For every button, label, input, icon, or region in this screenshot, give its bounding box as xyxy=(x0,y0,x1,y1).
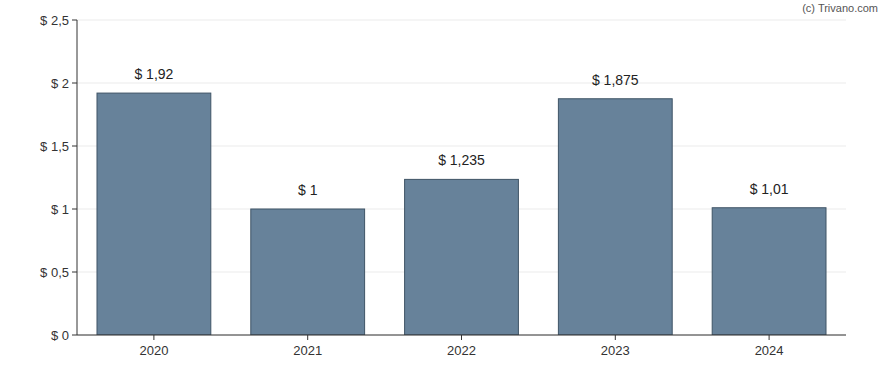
tick-label: $ 0,5 xyxy=(40,265,69,280)
tick-mark xyxy=(72,335,77,336)
bar xyxy=(558,99,672,335)
bar xyxy=(251,209,365,335)
tick-label: $ 2,5 xyxy=(40,13,69,28)
y-axis-line xyxy=(77,20,78,335)
tick-mark xyxy=(72,209,77,210)
x-tick-label: 2024 xyxy=(755,343,784,358)
tick-mark xyxy=(72,83,77,84)
x-tick-label: 2021 xyxy=(293,343,322,358)
chart: $ 0 $ 0,5 $ 1 $ 1,5 $ 2 $ 2,5 2020 2021 2022 2023… xyxy=(0,0,888,370)
tick-label: $ 1 xyxy=(51,202,69,217)
x-tick-mark xyxy=(461,335,462,340)
tick-label: $ 1,5 xyxy=(40,139,69,154)
tick-label: $ 2 xyxy=(51,76,69,91)
x-tick-label: 2023 xyxy=(601,343,630,358)
credit: (c) Trivano.com xyxy=(802,2,878,14)
x-tick-mark xyxy=(769,335,770,340)
tick-label: $ 0 xyxy=(51,328,69,343)
bar xyxy=(405,179,519,335)
data-label: $ 1,92 xyxy=(134,66,173,82)
x-tick-mark xyxy=(615,335,616,340)
bars xyxy=(97,93,826,335)
data-label: $ 1,01 xyxy=(750,181,789,197)
tick-mark xyxy=(72,20,77,21)
x-tick-mark xyxy=(153,335,154,340)
x-tick-label: 2020 xyxy=(139,343,168,358)
x-tick-label: 2022 xyxy=(447,343,476,358)
data-label: $ 1,235 xyxy=(438,152,485,168)
data-label: $ 1,875 xyxy=(592,72,639,88)
grid-line xyxy=(77,83,846,84)
grid-line xyxy=(77,20,846,21)
x-tick-mark xyxy=(307,335,308,340)
data-label: $ 1 xyxy=(298,182,318,198)
bar xyxy=(97,93,211,335)
bar xyxy=(712,208,826,335)
tick-mark xyxy=(72,272,77,273)
tick-mark xyxy=(72,146,77,147)
